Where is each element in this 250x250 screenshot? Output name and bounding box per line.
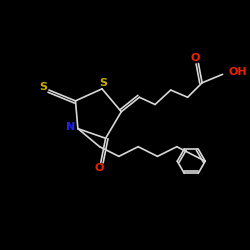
- Text: OH: OH: [229, 68, 247, 78]
- Text: O: O: [95, 163, 104, 173]
- Text: S: S: [40, 82, 48, 92]
- Text: O: O: [190, 53, 200, 63]
- Text: S: S: [99, 78, 107, 88]
- Text: N: N: [66, 122, 75, 132]
